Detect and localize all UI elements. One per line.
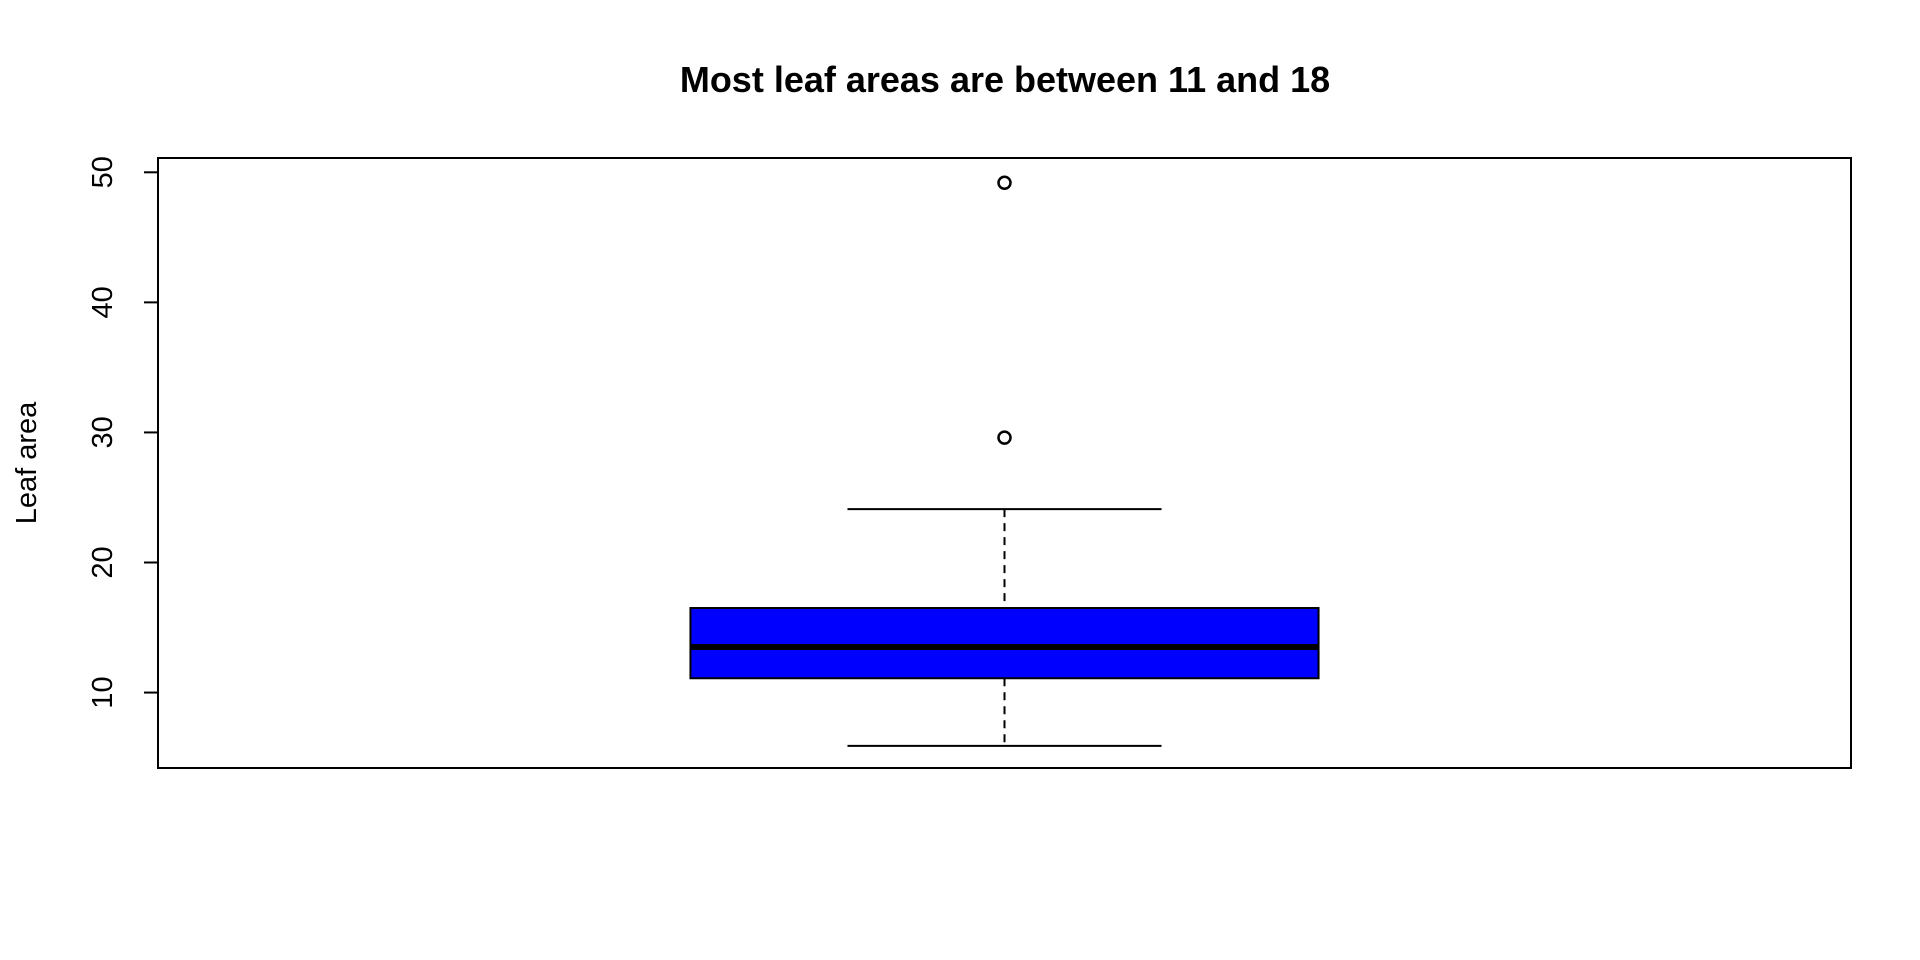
y-tick-label: 20 bbox=[87, 546, 119, 578]
chart-title: Most leaf areas are between 11 and 18 bbox=[680, 59, 1330, 100]
y-tick-label: 10 bbox=[87, 676, 119, 708]
outlier-point bbox=[997, 175, 1012, 190]
y-axis: 10 20 30 40 50 bbox=[87, 156, 159, 709]
y-tick-label: 40 bbox=[87, 286, 119, 318]
outlier-point bbox=[997, 430, 1012, 445]
interquartile-box bbox=[689, 607, 1320, 680]
y-tick-label: 30 bbox=[87, 416, 119, 448]
y-tick-label: 50 bbox=[87, 156, 119, 188]
box-group bbox=[689, 175, 1320, 747]
y-axis-label: Leaf area bbox=[11, 401, 43, 524]
